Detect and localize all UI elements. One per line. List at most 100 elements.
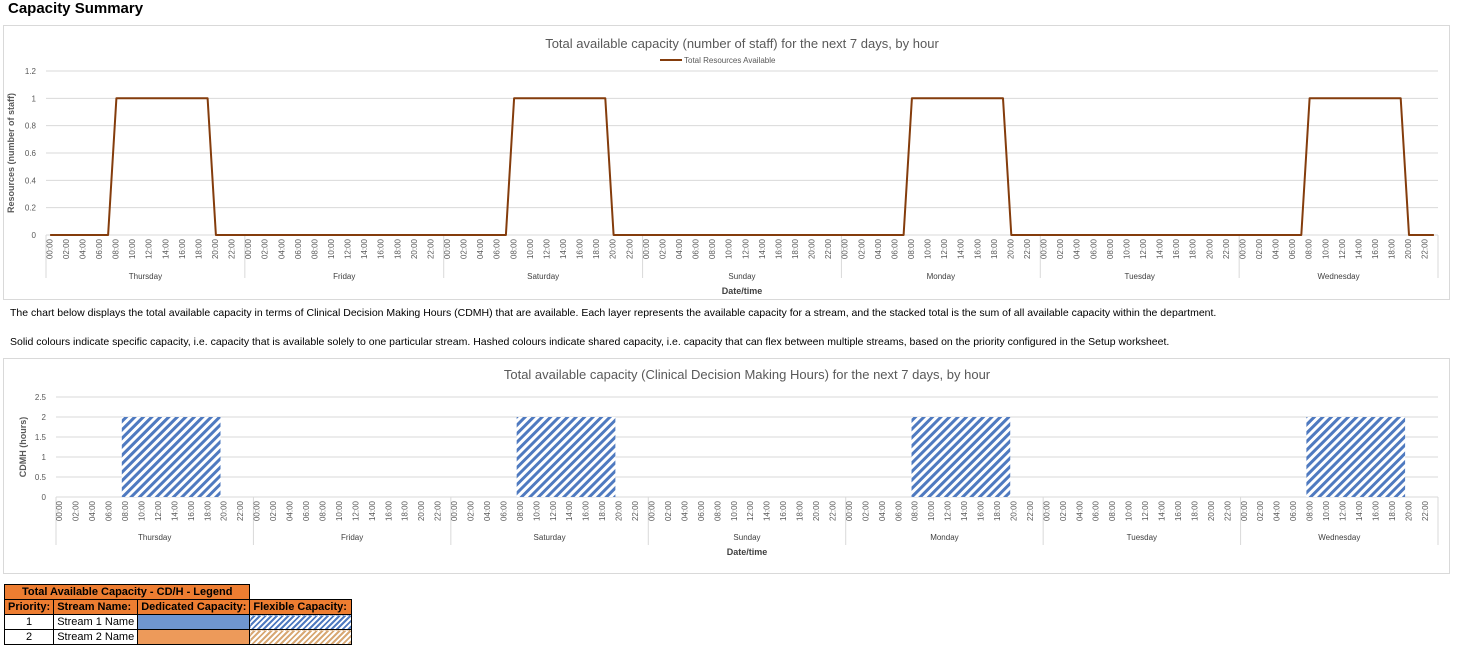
- x-hour-tick-label: 14:00: [758, 238, 767, 259]
- x-hour-tick-label: 10:00: [1125, 500, 1134, 521]
- legend-flexible-swatch: [249, 629, 353, 645]
- x-hour-tick-label: 14:00: [957, 238, 966, 259]
- y-tick-label: 0: [32, 231, 37, 240]
- x-hour-tick-label: 16:00: [377, 238, 386, 259]
- x-hour-tick-label: 22:00: [1023, 238, 1032, 259]
- x-hour-tick-label: 08:00: [1108, 500, 1117, 521]
- x-hour-tick-label: 20:00: [220, 500, 229, 521]
- x-hour-tick-label: 12:00: [344, 238, 353, 259]
- x-day-label: Friday: [341, 533, 363, 542]
- x-hour-tick-label: 08:00: [911, 500, 920, 521]
- x-hour-tick-label: 06:00: [692, 238, 701, 259]
- x-hour-tick-label: 20:00: [609, 238, 618, 259]
- x-hour-tick-label: 12:00: [940, 238, 949, 259]
- x-hour-tick-label: 14:00: [1156, 238, 1165, 259]
- x-hour-tick-label: 16:00: [973, 238, 982, 259]
- x-hour-tick-label: 14:00: [559, 238, 568, 259]
- x-hour-tick-label: 10:00: [128, 238, 137, 259]
- x-hour-tick-label: 18:00: [796, 500, 805, 521]
- x-hour-tick-label: 02:00: [861, 500, 870, 521]
- y-tick-label: 0.2: [25, 204, 37, 213]
- y-tick-label: 0.5: [35, 473, 47, 482]
- x-hour-tick-label: 16:00: [1174, 500, 1183, 521]
- x-hour-tick-label: 06:00: [302, 500, 311, 521]
- x-hour-tick-label: 14:00: [763, 500, 772, 521]
- x-hour-tick-label: 12:00: [145, 238, 154, 259]
- x-hour-tick-label: 22:00: [1421, 500, 1430, 521]
- x-hour-tick-label: 20:00: [808, 238, 817, 259]
- x-hour-tick-label: 04:00: [680, 500, 689, 521]
- x-hour-tick-label: 20:00: [1006, 238, 1015, 259]
- x-hour-tick-label: 00:00: [845, 500, 854, 521]
- x-hour-tick-label: 22:00: [824, 238, 833, 259]
- y-axis-label: Resources (number of staff): [6, 93, 16, 213]
- x-hour-tick-label: 04:00: [1075, 500, 1084, 521]
- x-hour-tick-label: 04:00: [675, 238, 684, 259]
- staff-capacity-chart: Total available capacity (number of staf…: [3, 25, 1450, 300]
- y-tick-label: 0.4: [25, 176, 37, 185]
- legend-stream-name: Stream 1 Name: [53, 614, 139, 630]
- x-hour-tick-label: 00:00: [1240, 500, 1249, 521]
- x-hour-tick-label: 18:00: [393, 238, 402, 259]
- x-hour-tick-label: 08:00: [509, 238, 518, 259]
- x-hour-tick-label: 08:00: [708, 238, 717, 259]
- x-hour-tick-label: 18:00: [791, 238, 800, 259]
- legend-header-priority: Priority:: [3, 599, 55, 615]
- x-hour-tick-label: 14:00: [1158, 500, 1167, 521]
- x-hour-tick-label: 12:00: [1338, 238, 1347, 259]
- legend-stream-name: Stream 2 Name: [53, 629, 139, 645]
- x-hour-tick-label: 08:00: [1305, 238, 1314, 259]
- x-hour-tick-label: 06:00: [1089, 238, 1098, 259]
- x-axis-label: Date/time: [722, 286, 763, 296]
- x-hour-tick-label: 14:00: [1354, 238, 1363, 259]
- x-hour-tick-label: 16:00: [1371, 238, 1380, 259]
- x-hour-tick-label: 18:00: [1189, 238, 1198, 259]
- x-day-label: Saturday: [527, 272, 559, 281]
- x-hour-tick-label: 04:00: [1073, 238, 1082, 259]
- x-hour-tick-label: 02:00: [1059, 500, 1068, 521]
- x-hour-tick-label: 00:00: [841, 238, 850, 259]
- legend-label-total-resources: Total Resources Available: [684, 56, 776, 65]
- x-hour-tick-label: 14:00: [360, 238, 369, 259]
- x-hour-tick-label: 22:00: [625, 238, 634, 259]
- x-hour-tick-label: 10:00: [335, 500, 344, 521]
- x-hour-tick-label: 22:00: [434, 500, 443, 521]
- x-hour-tick-label: 02:00: [467, 500, 476, 521]
- x-hour-tick-label: 06:00: [493, 238, 502, 259]
- x-hour-tick-label: 02:00: [664, 500, 673, 521]
- x-hour-tick-label: 08:00: [112, 238, 121, 259]
- x-hour-tick-label: 04:00: [483, 500, 492, 521]
- x-hour-tick-label: 10:00: [1321, 238, 1330, 259]
- x-hour-tick-label: 14:00: [368, 500, 377, 521]
- x-hour-tick-label: 06:00: [294, 238, 303, 259]
- x-hour-tick-label: 00:00: [1042, 500, 1051, 521]
- x-day-label: Monday: [927, 272, 955, 281]
- chart-title: Total available capacity (Clinical Decis…: [504, 367, 991, 382]
- x-hour-tick-label: 10:00: [1122, 238, 1131, 259]
- x-hour-tick-label: 02:00: [658, 238, 667, 259]
- x-hour-tick-label: 10:00: [725, 238, 734, 259]
- x-hour-tick-label: 10:00: [532, 500, 541, 521]
- x-hour-tick-label: 08:00: [907, 238, 916, 259]
- x-hour-tick-label: 08:00: [310, 238, 319, 259]
- x-hour-tick-label: 12:00: [746, 500, 755, 521]
- x-hour-tick-label: 06:00: [95, 238, 104, 259]
- x-hour-tick-label: 16:00: [384, 500, 393, 521]
- x-hour-tick-label: 04:00: [1272, 238, 1281, 259]
- x-hour-tick-label: 00:00: [642, 238, 651, 259]
- x-hour-tick-label: 04:00: [1273, 500, 1282, 521]
- x-hour-tick-label: 06:00: [499, 500, 508, 521]
- x-hour-tick-label: 10:00: [924, 238, 933, 259]
- x-hour-tick-label: 06:00: [894, 500, 903, 521]
- x-hour-tick-label: 00:00: [253, 500, 262, 521]
- x-hour-tick-label: 00:00: [55, 500, 64, 521]
- x-hour-tick-label: 02:00: [269, 500, 278, 521]
- y-tick-label: 2.5: [35, 393, 47, 402]
- x-hour-tick-label: 16:00: [779, 500, 788, 521]
- x-hour-tick-label: 00:00: [450, 500, 459, 521]
- x-hour-tick-label: 18:00: [1388, 238, 1397, 259]
- x-day-label: Monday: [930, 533, 958, 542]
- x-hour-tick-label: 12:00: [542, 238, 551, 259]
- x-hour-tick-label: 02:00: [857, 238, 866, 259]
- x-hour-tick-label: 12:00: [351, 500, 360, 521]
